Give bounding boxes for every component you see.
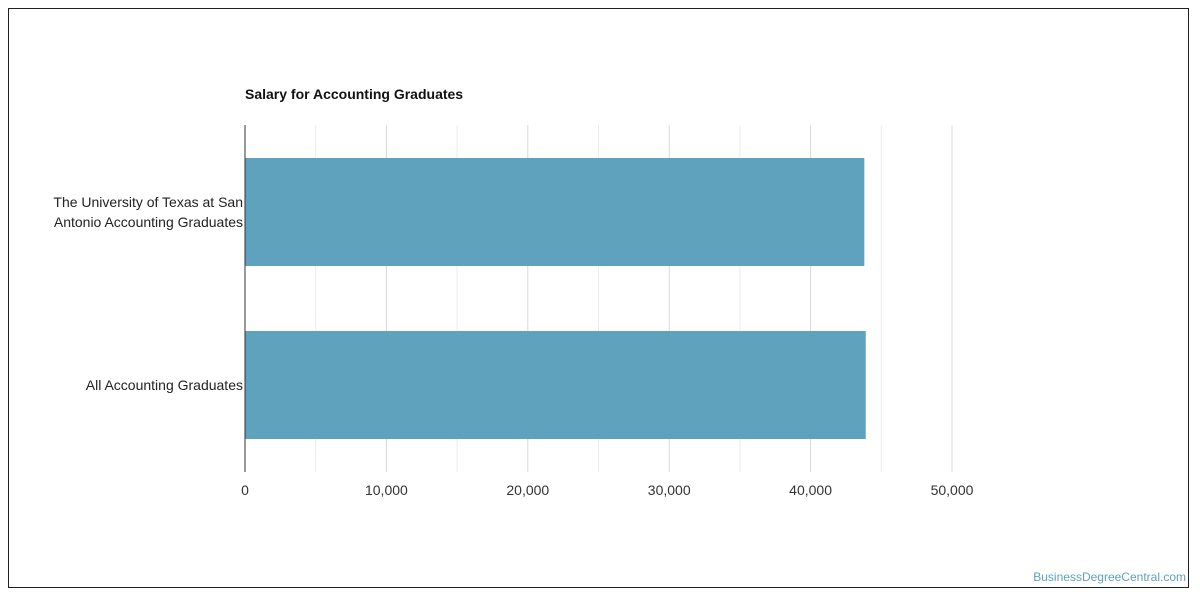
bar <box>245 331 866 439</box>
bar-layer <box>245 158 866 439</box>
chart-title: Salary for Accounting Graduates <box>245 86 464 102</box>
x-tick-label: 0 <box>241 482 249 498</box>
category-label-line: Antonio Accounting Graduates <box>54 214 243 230</box>
x-tick-label: 20,000 <box>506 482 549 498</box>
bar <box>245 158 865 266</box>
category-label-line: The University of Texas at San <box>53 194 243 210</box>
category-label: All Accounting Graduates <box>86 377 243 393</box>
category-label-line: All Accounting Graduates <box>86 377 243 393</box>
x-tick-label: 40,000 <box>789 482 832 498</box>
x-tick-label: 10,000 <box>365 482 408 498</box>
x-tick-label: 50,000 <box>931 482 974 498</box>
category-label: The University of Texas at San Antonio Ac… <box>53 194 243 230</box>
x-tick-label: 30,000 <box>648 482 691 498</box>
watermark-text: BusinessDegreeCentral.com <box>1033 570 1186 584</box>
label-layer: 0 10,000 20,000 30,000 40,000 50,000 The Unive… <box>53 194 973 498</box>
